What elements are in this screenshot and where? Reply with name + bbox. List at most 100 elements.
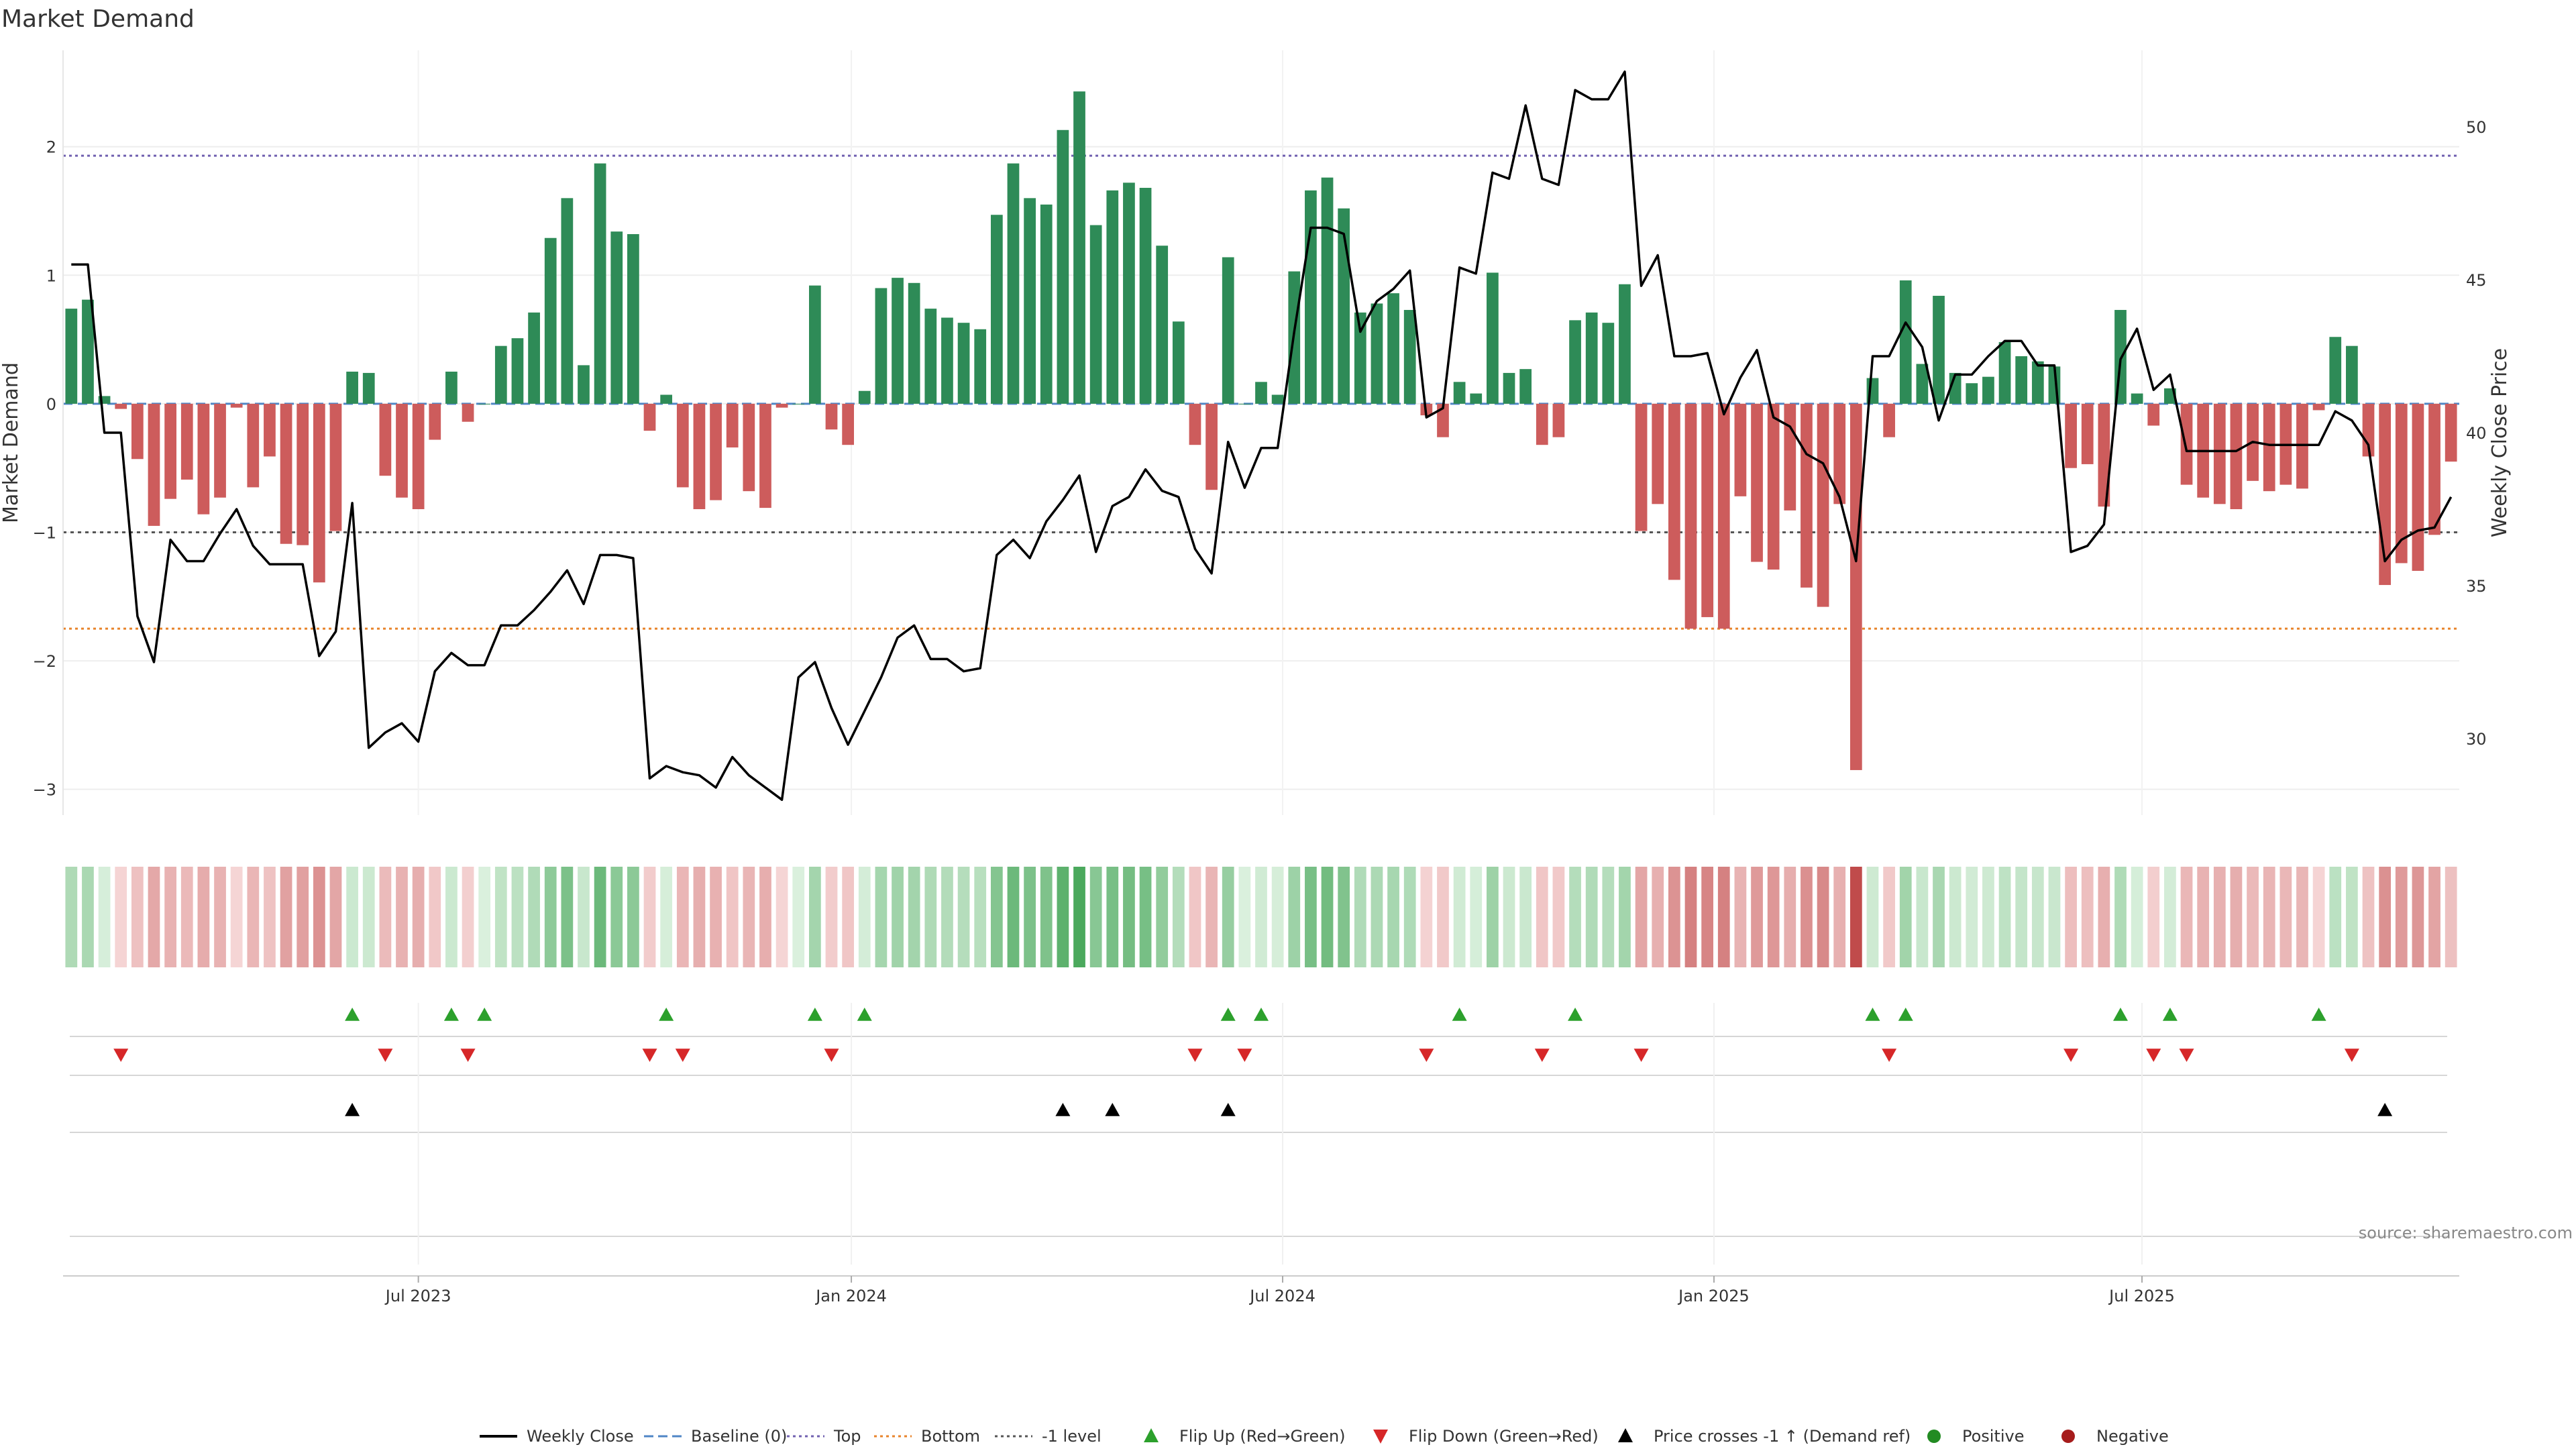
heat-cell	[2412, 867, 2424, 967]
heat-cell	[858, 867, 871, 967]
demand-bar	[743, 403, 755, 492]
y2-tick-label: 45	[2466, 271, 2487, 290]
legend-swatch	[1927, 1430, 1941, 1443]
weekly-close-line	[71, 70, 2453, 801]
heat-cell	[1089, 867, 1102, 967]
heat-cell	[329, 867, 342, 967]
y2-tick-label: 50	[2466, 118, 2487, 137]
heat-cell	[627, 867, 639, 967]
x-tick-label: Jul 2025	[2108, 1287, 2175, 1305]
demand-bar	[329, 403, 342, 531]
y2-tick-label: 40	[2466, 424, 2487, 443]
heat-cell	[148, 867, 160, 967]
x-tick-label: Jul 2024	[1248, 1287, 1316, 1305]
demand-bar	[825, 403, 838, 430]
demand-bar	[1619, 284, 1631, 404]
heat-cell	[1619, 867, 1631, 967]
heat-cell	[2164, 867, 2176, 967]
demand-bar	[1222, 257, 1234, 404]
heat-cell	[1602, 867, 1615, 967]
heat-cell	[1139, 867, 1152, 967]
heat-cell	[2048, 867, 2061, 967]
demand-bar	[379, 403, 392, 476]
flip-up-marker	[2162, 1008, 2178, 1021]
heat-cell	[1321, 867, 1334, 967]
heat-cell	[1717, 867, 1730, 967]
demand-bars	[65, 91, 2457, 770]
demand-bar	[1883, 403, 1895, 437]
flip-down-marker	[2344, 1049, 2359, 1062]
flip-down-marker	[460, 1049, 476, 1062]
demand-bar	[1701, 403, 1713, 617]
legend-item: Flip Down (Green→Red)	[1373, 1427, 1599, 1446]
heat-cell	[1371, 867, 1383, 967]
demand-bar	[1966, 383, 1978, 404]
heat-cell	[1420, 867, 1433, 967]
heat-cell	[1172, 867, 1185, 967]
price-cross-marker	[2377, 1103, 2393, 1116]
heat-cell	[924, 867, 937, 967]
heat-cell	[809, 867, 821, 967]
demand-bar	[1652, 403, 1664, 504]
demand-bar	[1073, 91, 1085, 404]
heat-cell	[1470, 867, 1483, 967]
demand-bar	[1668, 403, 1680, 580]
legend: Weekly Close Baseline (0) Top Bottom -1 leve…	[480, 1427, 2169, 1446]
heat-cell	[710, 867, 722, 967]
heat-cell	[1073, 867, 1085, 967]
demand-bar	[1767, 403, 1780, 570]
legend-swatch	[1618, 1428, 1633, 1442]
heat-cell	[82, 867, 94, 967]
demand-bar	[1238, 403, 1251, 405]
heat-cell	[2296, 867, 2308, 967]
heat-cell	[2247, 867, 2259, 967]
legend-item: Positive	[1927, 1427, 2025, 1446]
heat-cell	[1998, 867, 2011, 967]
demand-bar	[1387, 293, 1399, 404]
demand-bar	[875, 288, 888, 404]
demand-bar	[660, 394, 673, 404]
heat-cell	[1387, 867, 1399, 967]
legend-item: Weekly Close	[480, 1427, 634, 1446]
heat-cell	[2147, 867, 2160, 967]
flip-down-marker	[2179, 1049, 2194, 1062]
heat-cell	[230, 867, 243, 967]
heat-cell	[1519, 867, 1532, 967]
demand-bar	[1536, 403, 1548, 445]
heat-cell	[1238, 867, 1251, 967]
heat-cell	[1222, 867, 1234, 967]
heat-cell	[1437, 867, 1449, 967]
price-cross-marker	[345, 1103, 360, 1116]
heat-cell	[2379, 867, 2392, 967]
heat-cell	[1966, 867, 1978, 967]
legend-label: Price crosses -1 ↑ (Demand ref)	[1654, 1427, 1911, 1446]
heat-cell	[743, 867, 755, 967]
demand-bar	[478, 403, 491, 405]
heat-cell	[1751, 867, 1763, 967]
demand-bar	[1734, 403, 1747, 496]
heat-cell	[346, 867, 358, 967]
heat-cell	[1652, 867, 1664, 967]
heat-cell	[1801, 867, 1813, 967]
demand-bar	[230, 403, 243, 408]
legend-item: Baseline (0)	[644, 1427, 787, 1446]
heat-cell	[561, 867, 574, 967]
demand-bar	[528, 312, 540, 404]
legend-swatch	[2061, 1430, 2075, 1443]
heat-cell	[1255, 867, 1267, 967]
legend-label: Negative	[2096, 1427, 2169, 1446]
demand-bar	[1271, 394, 1284, 404]
demand-bar	[164, 403, 176, 499]
heat-cell	[280, 867, 292, 967]
demand-bar	[2296, 403, 2308, 489]
demand-bar	[1189, 403, 1201, 445]
demand-bar	[858, 390, 871, 404]
heat-cell	[1024, 867, 1036, 967]
demand-bar	[759, 403, 771, 508]
demand-bar	[1982, 376, 1994, 404]
flip-down-marker	[378, 1049, 393, 1062]
legend-swatch	[1373, 1430, 1388, 1444]
demand-bar	[82, 299, 94, 404]
x-tick-label: Jan 2024	[814, 1287, 887, 1305]
demand-bar	[1024, 198, 1036, 404]
